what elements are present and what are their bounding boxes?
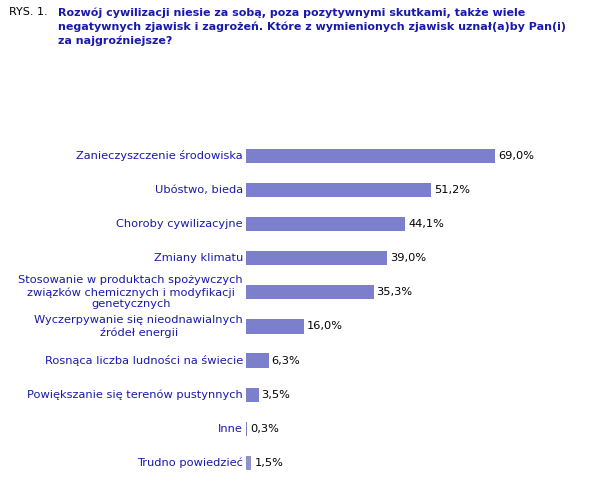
- Text: 35,3%: 35,3%: [376, 287, 413, 297]
- Bar: [246, 183, 431, 197]
- Text: Ubóstwo, bieda: Ubóstwo, bieda: [155, 185, 243, 195]
- Text: Rozwój cywilizacji niesie za sobą, poza pozytywnymi skutkami, także wiele
negaty: Rozwój cywilizacji niesie za sobą, poza …: [58, 7, 566, 46]
- Text: 16,0%: 16,0%: [307, 321, 343, 332]
- Bar: [246, 353, 269, 368]
- Bar: [246, 422, 247, 436]
- Text: Zmiany klimatu: Zmiany klimatu: [154, 253, 243, 263]
- Text: 6,3%: 6,3%: [272, 355, 300, 365]
- Text: Choroby cywilizacyjne: Choroby cywilizacyjne: [116, 219, 243, 229]
- Bar: [246, 217, 405, 231]
- Bar: [246, 251, 387, 265]
- Text: Trudno powiedzieć: Trudno powiedzieć: [137, 458, 243, 468]
- Text: 1,5%: 1,5%: [255, 458, 283, 468]
- Bar: [246, 319, 304, 334]
- Text: Powiększanie się terenów pustynnych: Powiększanie się terenów pustynnych: [27, 390, 243, 400]
- Text: 51,2%: 51,2%: [434, 185, 470, 195]
- Bar: [246, 285, 373, 299]
- Text: 39,0%: 39,0%: [390, 253, 426, 263]
- Bar: [246, 456, 252, 470]
- Bar: [246, 148, 495, 163]
- Text: Stosowanie w produktach spożywczych
związków chemicznych i modyfikacji
genetyczn: Stosowanie w produktach spożywczych zwią…: [18, 275, 243, 309]
- Text: 3,5%: 3,5%: [261, 390, 290, 399]
- Text: 0,3%: 0,3%: [250, 424, 279, 434]
- Text: 44,1%: 44,1%: [408, 219, 444, 229]
- Text: Wyczerpywanie się nieodnawialnych
źródeł energii: Wyczerpywanie się nieodnawialnych źródeł…: [34, 315, 243, 338]
- Text: Rosnąca liczba ludności na świecie: Rosnąca liczba ludności na świecie: [45, 355, 243, 366]
- Text: RYS. 1.: RYS. 1.: [9, 7, 48, 17]
- Text: Zanieczyszczenie środowiska: Zanieczyszczenie środowiska: [76, 150, 243, 161]
- Text: 69,0%: 69,0%: [498, 151, 534, 161]
- Bar: [246, 388, 259, 402]
- Text: Inne: Inne: [218, 424, 243, 434]
